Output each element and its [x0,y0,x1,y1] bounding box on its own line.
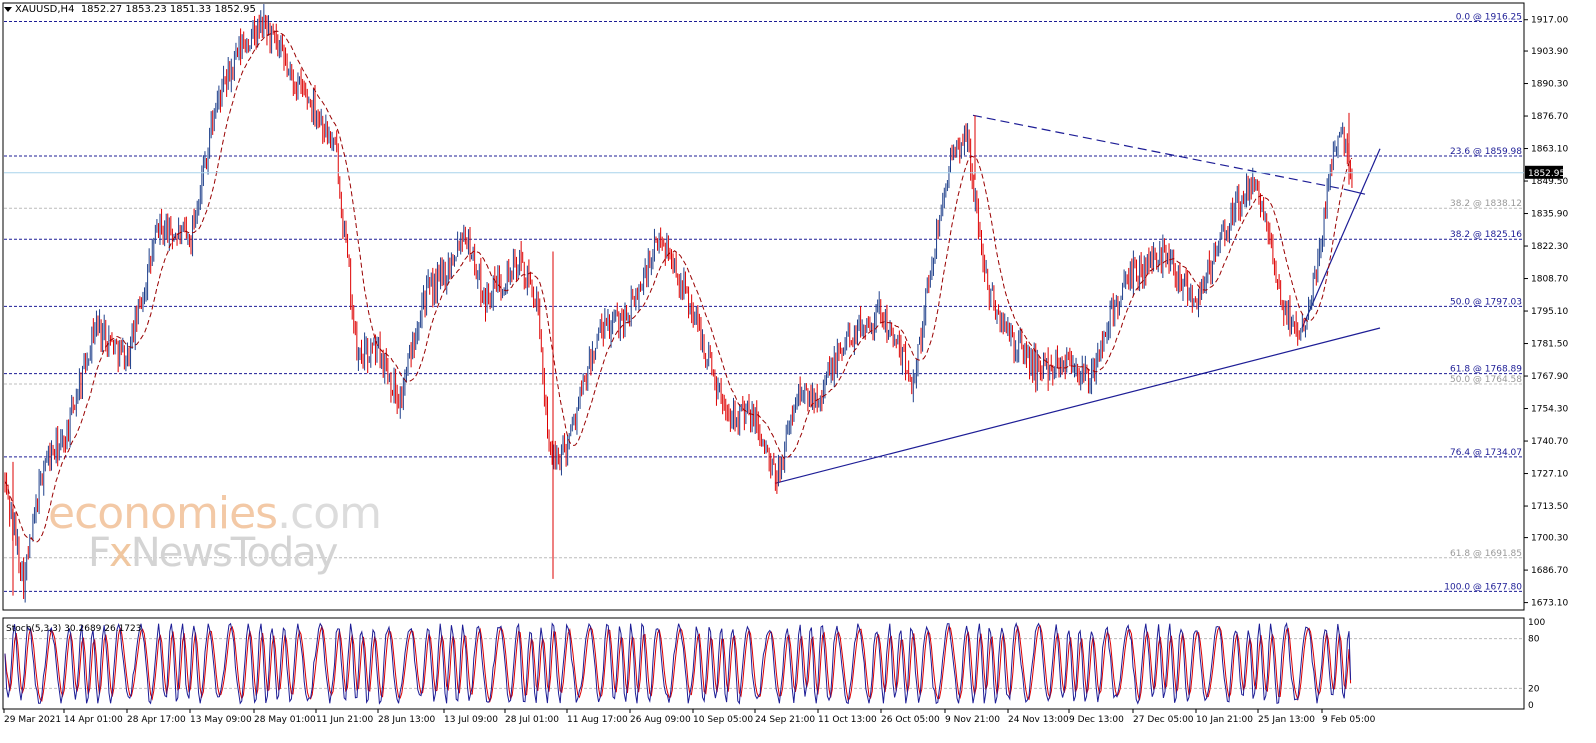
x-tick-label: 10 Jan 21:00 [1196,715,1253,725]
fib-label: 0.0 @ 1916.25 [1456,13,1522,23]
trendlines [774,114,1381,484]
current-price-line: 1852.95 [4,165,1565,179]
x-tick-label: 10 Sep 05:00 [693,715,753,725]
fib-label: 61.8 @ 1768.89 [1450,365,1522,375]
y-tick-label: 1863.10 [1531,145,1568,155]
x-tick-label: 24 Sep 21:00 [755,715,815,725]
fib-label: 100.0 @ 1677.80 [1444,582,1522,592]
current-price-text: 1852.95 [1528,169,1565,179]
moving-average-line [4,30,1353,543]
x-tick-label: 11 Jun 21:00 [316,715,373,725]
stochastic-label: Stoch(5,3,3) 30.2689 26.1723 [6,624,142,634]
y-tick-label: 1767.90 [1531,372,1568,382]
x-tick-label: 26 Aug 09:00 [630,715,691,725]
y-tick-label: 1890.30 [1531,80,1568,90]
moving-average [4,30,1353,543]
fib-label: 50.0 @ 1797.03 [1450,297,1522,307]
y-tick-label: 1835.90 [1531,210,1568,220]
fibonacci-levels: 0.0 @ 1916.25 23.6 @ 1859.98 38.2 @ 1838.1… [4,13,1524,592]
fib-label: 50.0 @ 1764.58 [1450,375,1522,385]
x-tick-label: 25 Jan 13:00 [1258,715,1315,725]
y-tick-label: 1903.90 [1531,47,1568,57]
fib-label: 38.2 @ 1825.16 [1450,230,1522,240]
candlesticks [4,4,1353,603]
symbol-header[interactable]: XAUUSD,H4 1852.27 1853.23 1851.33 1852.9… [4,4,256,15]
x-tick-label: 28 May 01:00 [254,715,316,725]
y-tick-label: 1917.00 [1531,16,1568,26]
trendline-steep-rising-support [1301,148,1381,329]
x-tick-label: 28 Jun 13:00 [378,715,435,725]
close-price: 1852.95 [214,4,256,15]
x-tick-label: 27 Dec 05:00 [1133,715,1194,725]
time-axis: 29 Mar 2021 14 Apr 01:00 28 Apr 17:00 13 Ma… [3,709,1376,725]
stochastic-oscillator: 100 80 20 0 [4,618,1545,711]
x-tick-label: 28 Apr 17:00 [127,715,186,725]
y-tick-label: 1795.10 [1531,307,1568,317]
trendline-rising-support [774,327,1381,484]
y-tick-label: 1781.50 [1531,340,1568,350]
high-price: 1853.23 [125,4,167,15]
watermark-rest: NewsToday [130,530,339,576]
fib-label: 38.2 @ 1838.12 [1450,199,1522,209]
x-tick-label: 9 Dec 13:00 [1069,715,1124,725]
y-tick-label: 1686.70 [1531,566,1568,576]
y-tick-label: 1727.10 [1531,470,1568,480]
watermark-suffix: .com [277,488,382,539]
fib-label: 61.8 @ 1691.85 [1450,549,1522,559]
watermark-x: x [109,530,133,576]
trendline-connector [1344,188,1366,195]
open-price: 1852.27 [80,4,123,15]
y-tick-label: 1700.30 [1531,534,1568,544]
y-tick-label: 1754.30 [1531,405,1568,415]
stoch-signal-line [4,624,1352,703]
x-tick-label: 29 Mar 2021 [4,715,61,725]
y-tick-label: 1822.30 [1531,242,1568,252]
current-price-tag [1525,165,1563,179]
stoch-tick-label: 0 [1528,701,1534,711]
watermark-economies: economies.com [48,488,382,539]
stoch-main-line [4,622,1352,705]
watermark-f: F [88,530,111,576]
fib-label: 23.6 @ 1859.98 [1450,147,1522,157]
y-tick-label: 1740.70 [1531,437,1568,447]
low-price: 1851.33 [169,4,212,15]
watermark-main: economies [48,488,278,539]
x-tick-label: 28 Jul 01:00 [505,715,559,725]
y-tick-label: 1673.10 [1531,599,1568,609]
stoch-tick-label: 20 [1528,684,1540,694]
x-tick-label: 9 Nov 21:00 [945,715,1000,725]
x-tick-label: 9 Feb 05:00 [1322,715,1376,725]
x-tick-label: 24 Nov 13:00 [1008,715,1069,725]
x-tick-label: 13 Jul 09:00 [444,715,498,725]
x-tick-label: 11 Oct 13:00 [818,715,877,725]
y-tick-label: 1849.50 [1531,177,1568,187]
price-axis: 1917.00 1903.90 1890.30 1876.70 1863.10 1849.… [1524,16,1568,609]
collapse-triangle-icon[interactable] [4,6,12,12]
y-tick-label: 1713.50 [1531,502,1568,512]
x-tick-label: 26 Oct 05:00 [881,715,940,725]
symbol-name: XAUUSD,H4 [15,4,75,15]
fib-label: 76.4 @ 1734.07 [1450,448,1522,458]
x-tick-label: 11 Aug 17:00 [567,715,628,725]
trendline-falling-resistance [972,114,1346,190]
x-tick-label: 14 Apr 01:00 [64,715,123,725]
y-tick-label: 1876.70 [1531,112,1568,122]
watermark-fxnewstoday: FxNewsToday [88,530,339,576]
stoch-tick-label: 80 [1528,635,1540,645]
y-tick-label: 1808.70 [1531,275,1568,285]
stoch-tick-label: 100 [1528,618,1545,628]
x-tick-label: 13 May 09:00 [190,715,252,725]
